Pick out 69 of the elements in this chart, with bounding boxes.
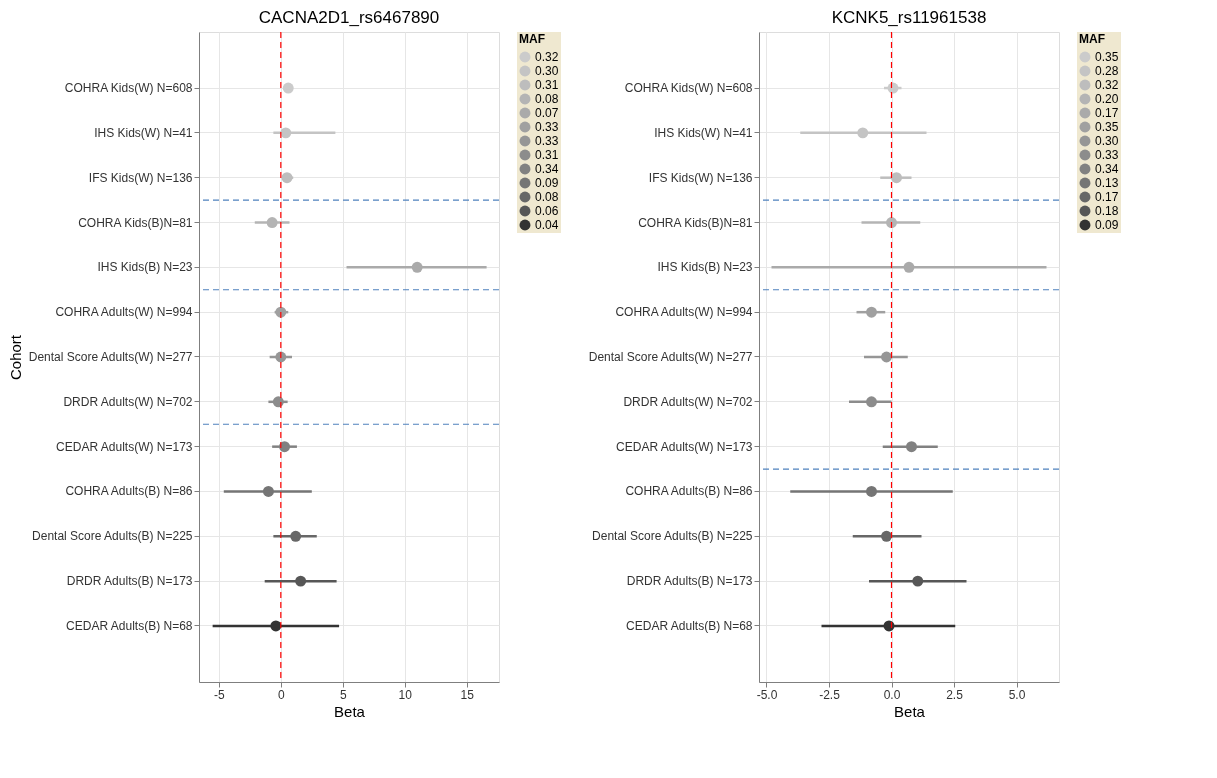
legend-label: 0.08 xyxy=(535,190,559,204)
legend-label: 0.20 xyxy=(1095,92,1119,106)
legend-label: 0.30 xyxy=(535,64,559,78)
legend-label: 0.30 xyxy=(1095,134,1119,148)
y-tick-label: DRDR Adults(B) N=173 xyxy=(626,574,753,589)
legend-label: 0.06 xyxy=(535,204,559,218)
y-tick-label: DRDR Adults(W) N=702 xyxy=(623,394,753,409)
y-tick-label: CEDAR Adults(B) N=68 xyxy=(626,618,753,633)
y-tick-label: COHRA Kids(B)N=81 xyxy=(638,215,753,230)
y-tick-label: IFS Kids(W) N=136 xyxy=(88,170,193,185)
x-tick-label: 10 xyxy=(398,687,413,702)
chart-title: CACNA2D1_rs6467890 xyxy=(258,8,440,28)
y-tick-label: Dental Score Adults(B) N=225 xyxy=(32,529,193,544)
x-tick-label: -5 xyxy=(214,687,225,702)
x-tick-label: 5.0 xyxy=(1008,687,1026,702)
y-tick-label: Dental Score Adults(W) N=277 xyxy=(588,350,753,364)
legend-label: 0.33 xyxy=(535,120,559,134)
legend-label: 0.09 xyxy=(1095,218,1119,232)
x-tick-label: 5 xyxy=(339,687,347,702)
y-axis-title: Cohort xyxy=(7,334,25,381)
y-tick-label: IHS Kids(B) N=23 xyxy=(657,260,753,275)
legend-label: 0.33 xyxy=(1095,148,1119,162)
legend-label: 0.33 xyxy=(535,134,559,148)
y-tick-label: Dental Score Adults(W) N=277 xyxy=(28,350,193,364)
y-tick-label: IHS Kids(W) N=41 xyxy=(94,125,193,140)
y-tick-label: DRDR Adults(B) N=173 xyxy=(66,574,193,589)
y-tick-label: COHRA Adults(W) N=994 xyxy=(55,305,193,320)
x-tick-label: 2.5 xyxy=(946,687,964,702)
y-tick-label: CEDAR Adults(W) N=173 xyxy=(616,439,753,454)
legend-label: 0.35 xyxy=(1095,50,1119,64)
legend-label: 0.32 xyxy=(535,50,559,64)
legend-label: 0.04 xyxy=(535,218,559,232)
legend-label: 0.18 xyxy=(1095,204,1119,218)
x-axis-title: Beta xyxy=(894,702,926,720)
legend-label: 0.31 xyxy=(535,78,559,92)
y-tick-label: COHRA Adults(B) N=86 xyxy=(65,484,193,499)
y-tick-label: DRDR Adults(W) N=702 xyxy=(63,394,193,409)
y-tick-label: COHRA Kids(W) N=608 xyxy=(64,81,193,96)
legend-label: 0.32 xyxy=(1095,78,1119,92)
legend-label: 0.28 xyxy=(1095,64,1119,78)
legend-label: 0.35 xyxy=(1095,120,1119,134)
legend-label: 0.08 xyxy=(535,92,559,106)
y-tick-label: Dental Score Adults(B) N=225 xyxy=(592,529,753,544)
y-tick-label: COHRA Kids(B)N=81 xyxy=(78,215,193,230)
x-tick-label: 0 xyxy=(277,687,285,702)
y-tick-label: IFS Kids(W) N=136 xyxy=(648,170,753,185)
legend-label: 0.17 xyxy=(1095,190,1119,204)
x-axis-title: Beta xyxy=(334,702,366,720)
y-tick-label: CEDAR Adults(B) N=68 xyxy=(66,618,193,633)
legend-title: MAF xyxy=(1079,32,1105,46)
x-tick-label: -2.5 xyxy=(819,687,841,702)
legend-label: 0.34 xyxy=(535,162,559,176)
legend-title: MAF xyxy=(519,32,545,46)
legend-label: 0.07 xyxy=(535,106,559,120)
x-tick-label: 15 xyxy=(460,687,475,702)
y-tick-label: IHS Kids(B) N=23 xyxy=(97,260,193,275)
y-tick-label: IHS Kids(W) N=41 xyxy=(654,125,753,140)
x-tick-label: 0.0 xyxy=(883,687,901,702)
x-tick-label: -5.0 xyxy=(756,687,778,702)
y-tick-label: COHRA Kids(W) N=608 xyxy=(624,81,753,96)
y-tick-label: CEDAR Adults(W) N=173 xyxy=(56,439,193,454)
y-tick-label: COHRA Adults(B) N=86 xyxy=(625,484,753,499)
legend-label: 0.13 xyxy=(1095,176,1119,190)
legend-label: 0.17 xyxy=(1095,106,1119,120)
chart-title: KCNK5_rs11961538 xyxy=(831,8,987,28)
y-tick-label: COHRA Adults(W) N=994 xyxy=(615,305,753,320)
legend-label: 0.09 xyxy=(535,176,559,190)
legend-label: 0.31 xyxy=(535,148,559,162)
legend-label: 0.34 xyxy=(1095,162,1119,176)
